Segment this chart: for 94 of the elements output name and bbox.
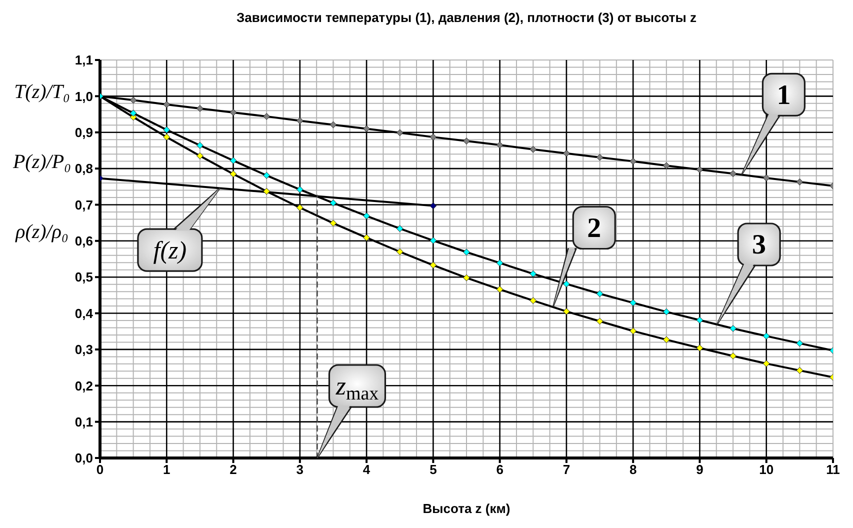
y-tick-label: 0,6 (74, 234, 93, 249)
point (796, 178, 804, 186)
x-tick-label: 1 (163, 462, 170, 478)
point (630, 158, 637, 165)
point (463, 248, 470, 256)
x-tick-label: 8 (629, 462, 637, 478)
x-tick-label: 10 (759, 462, 774, 478)
y-tick-label: 0,0 (74, 450, 93, 466)
y-tick-label: 0,1 (74, 414, 93, 430)
point (330, 199, 337, 206)
point (463, 274, 470, 282)
x-tick-label: 7 (562, 462, 570, 478)
annotation: 2 (587, 213, 602, 244)
point (196, 105, 204, 112)
x-tick-label: 5 (430, 462, 437, 478)
annotation: f(z) (153, 237, 187, 264)
point (662, 308, 670, 316)
point (496, 142, 504, 148)
point (796, 340, 804, 347)
point (696, 344, 704, 352)
y-tick-label: 0,5 (74, 270, 93, 285)
point (563, 280, 570, 288)
point (463, 138, 470, 144)
point (530, 146, 537, 153)
point (196, 152, 204, 160)
point (163, 101, 170, 108)
point (363, 125, 370, 132)
point (530, 297, 537, 304)
x-axis-title: Высота z (км) (422, 501, 510, 516)
point (762, 332, 770, 340)
point (196, 142, 204, 149)
x-tick-label: 6 (496, 462, 504, 478)
point (430, 237, 437, 244)
point (296, 204, 304, 212)
x-tick-label: 0 (96, 462, 104, 478)
point (730, 325, 736, 332)
point (762, 360, 770, 368)
point (563, 150, 570, 157)
point (396, 225, 404, 232)
point (596, 290, 604, 298)
point (696, 166, 704, 174)
annotation: z$_{max}$ (334, 372, 380, 404)
point (662, 162, 670, 170)
point (230, 170, 237, 178)
point (230, 157, 237, 164)
point (363, 212, 370, 220)
annotation: 1 (776, 80, 791, 111)
x-tick-label: 4 (362, 462, 371, 478)
point (630, 328, 637, 334)
chart-title: Зависимости температуры (1), давления (2), плотности (3) от высоты z (236, 10, 697, 25)
point (430, 134, 437, 141)
y-tick-label: 0,8 (74, 161, 93, 176)
y-tick-label: 0,3 (74, 342, 93, 358)
x-tick-label: 3 (296, 462, 304, 478)
x-tick-label: 11 (826, 462, 840, 478)
point (696, 316, 704, 324)
point (130, 110, 137, 117)
point (730, 352, 736, 360)
point (496, 260, 504, 266)
point (163, 134, 170, 141)
point (596, 154, 604, 161)
point (263, 188, 270, 195)
point (396, 129, 404, 136)
y-tick-label: 0,9 (74, 124, 93, 140)
point (330, 121, 337, 128)
y-tick-label: 0,2 (74, 378, 93, 394)
point (596, 318, 604, 325)
point (762, 174, 770, 182)
point (130, 96, 137, 104)
point (430, 262, 437, 269)
point (630, 299, 637, 306)
text: T(z)/T₀ P(z)/P₀ ρ(z)/ρ₀ (12, 81, 72, 243)
point (296, 186, 304, 193)
point (263, 112, 270, 120)
point (662, 336, 670, 344)
y-tick-label: 0,7 (74, 197, 93, 212)
y-tick-label: 0,4 (74, 306, 94, 321)
point (730, 170, 736, 178)
point (230, 109, 237, 116)
point (263, 172, 270, 179)
point (363, 234, 370, 242)
point (296, 117, 304, 124)
point (330, 220, 337, 227)
point (563, 308, 570, 315)
point (396, 248, 404, 256)
annotation: 3 (752, 230, 766, 261)
y-tick-label: 1,0 (74, 88, 93, 104)
x-tick-label: 2 (230, 462, 237, 478)
x-tick-label: 9 (696, 462, 704, 478)
point (163, 126, 170, 134)
y-tick-label: 1,1 (74, 52, 93, 68)
point (530, 270, 537, 278)
point (796, 366, 804, 374)
point (496, 286, 504, 293)
